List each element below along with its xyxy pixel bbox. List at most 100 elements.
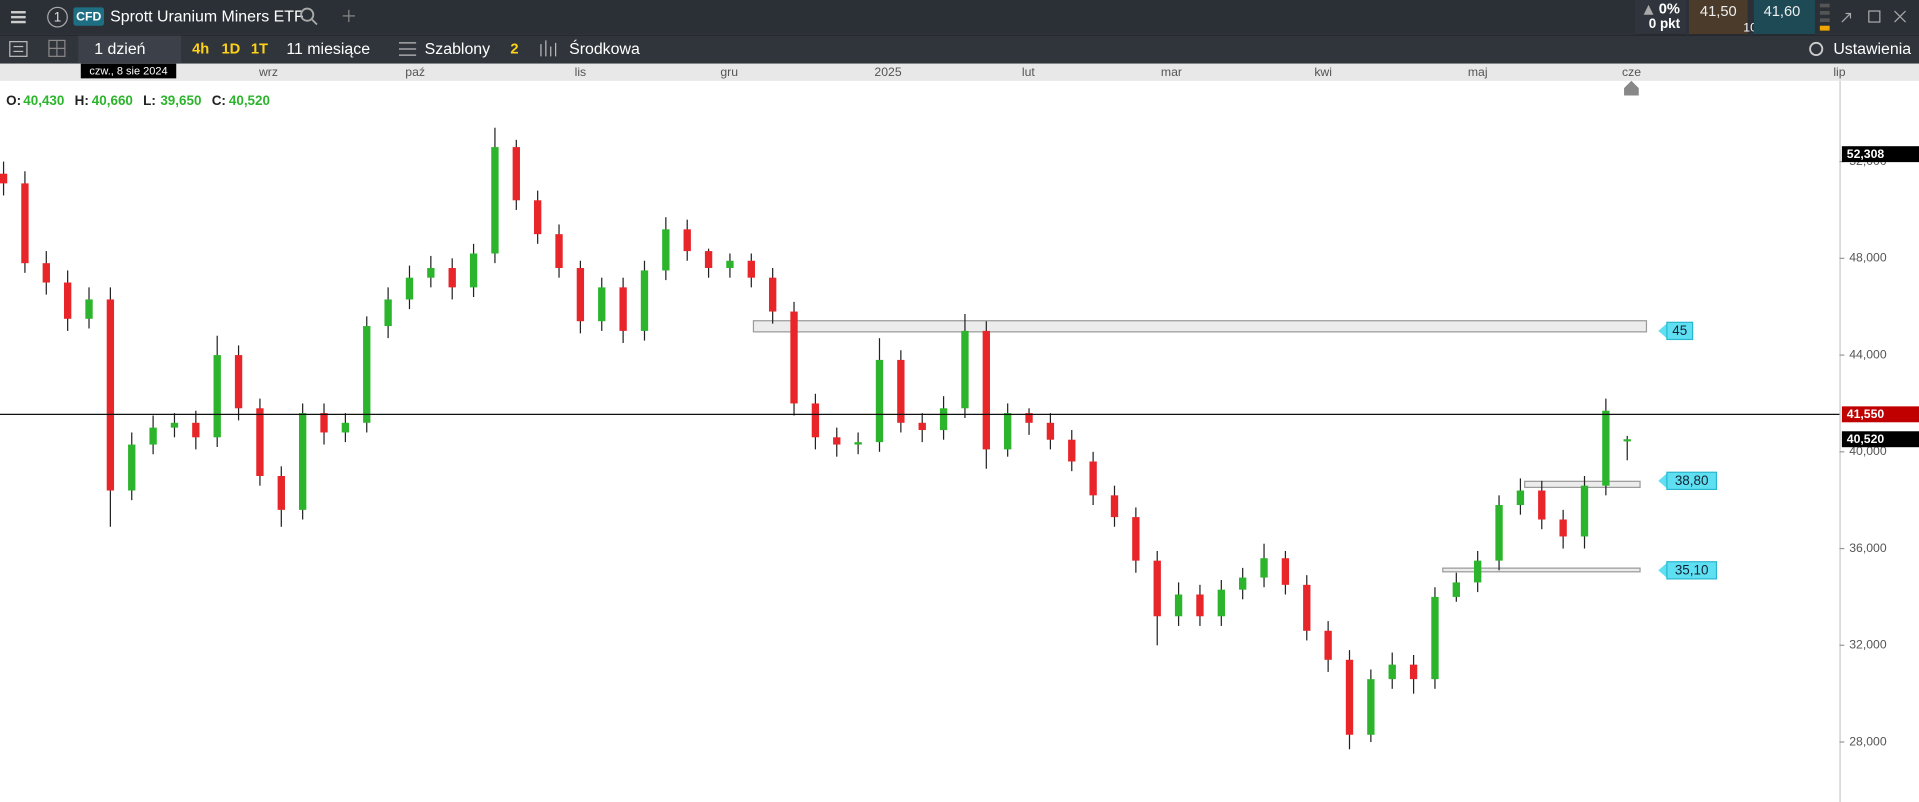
candle-body: [170, 422, 179, 428]
search-icon[interactable]: [300, 7, 318, 26]
candle-body: [21, 183, 29, 264]
quick-interval[interactable]: 4h: [192, 41, 209, 57]
candle-body: [854, 442, 862, 445]
range[interactable]: 11 miesiące: [286, 41, 370, 58]
price-zone: [1442, 567, 1641, 573]
ask-box[interactable]: [1753, 0, 1815, 35]
spread: 10: [1743, 20, 1757, 34]
candle-body: [726, 260, 734, 269]
candle-body: [1303, 584, 1311, 631]
candle-body: [1367, 679, 1375, 735]
candle-body: [833, 437, 841, 445]
alert-box: [1666, 471, 1718, 491]
price-zone: [752, 320, 1648, 333]
menu-button[interactable]: [11, 11, 26, 24]
candle-body: [961, 330, 969, 409]
x-tick-label: paź: [405, 65, 425, 79]
candle-body: [1196, 594, 1204, 617]
candle-body: [384, 299, 392, 327]
candle-body: [1089, 461, 1097, 496]
price-type[interactable]: Środkowa: [569, 39, 640, 58]
toolbar: [0, 34, 1919, 64]
y-tick-label: 48,000: [1849, 251, 1887, 265]
interval[interactable]: 1 dzień: [94, 41, 145, 58]
candle-body: [234, 355, 243, 409]
candle-body: [192, 422, 200, 438]
period-marker: [1624, 80, 1639, 96]
price-marker: [1841, 431, 1919, 448]
x-tick-label: gru: [720, 65, 738, 79]
menu-number: 1: [54, 9, 61, 24]
chart: wrz paź lis gru 2025 lut mar kwi maj cze lip czw., …: [0, 63, 1919, 750]
number-badge[interactable]: [47, 6, 68, 28]
candle-body: [469, 253, 478, 288]
price-marker-label: 40,520: [1847, 432, 1885, 446]
quick-interval[interactable]: 1T: [251, 41, 268, 57]
ohlc-label: C:: [212, 93, 226, 108]
alert-label: 38,80: [1675, 473, 1709, 488]
change-pct: 0%: [1659, 2, 1680, 18]
x-tick-label: maj: [1468, 65, 1488, 79]
candle-body: [811, 403, 820, 438]
candle-body: [405, 277, 414, 300]
template-count[interactable]: 2: [510, 41, 518, 57]
candle-body: [939, 408, 948, 431]
templates[interactable]: Szablony: [425, 41, 490, 58]
candle-body: [1281, 558, 1290, 585]
list-icon[interactable]: [9, 41, 28, 57]
candle-body: [1004, 413, 1012, 450]
candle-body: [662, 229, 670, 271]
candle-body: [1345, 659, 1354, 735]
ohlc-label: H:: [75, 93, 89, 108]
templates-icon[interactable]: [398, 42, 417, 56]
candle-body: [1260, 558, 1268, 578]
alert-box: [1666, 561, 1718, 580]
x-tick-label: kwi: [1314, 65, 1332, 79]
quick-interval[interactable]: 1D: [222, 41, 241, 57]
candle-body: [1431, 596, 1439, 680]
x-tick-label: lip: [1833, 65, 1845, 79]
candle-body: [1046, 422, 1055, 440]
candle-body: [85, 299, 93, 319]
interval-box[interactable]: [78, 35, 182, 64]
candle-body: [448, 268, 456, 288]
y-tick-label: 40,000: [1849, 444, 1887, 458]
ohlc-label: O:: [6, 93, 21, 108]
price-type-icon[interactable]: [540, 40, 557, 57]
add-tab[interactable]: [342, 9, 355, 23]
settings[interactable]: Ustawienia: [1833, 41, 1911, 58]
window-controls[interactable]: [1841, 10, 1906, 23]
candle-body: [256, 408, 264, 476]
instrument-name[interactable]: Sprott Uranium Miners ETF: [110, 8, 304, 25]
candle-body: [298, 413, 307, 510]
alert-arrow: [1658, 322, 1669, 340]
candle-body: [1239, 577, 1247, 590]
alert-label: 45: [1672, 323, 1687, 338]
price-marker: [1841, 146, 1919, 163]
candle-body: [106, 299, 115, 491]
price-marker: [1841, 406, 1919, 423]
change-pts: 0 pkt: [1649, 16, 1681, 31]
cfd-text: CFD: [76, 9, 101, 23]
ohlc-value: 40,660: [92, 93, 133, 108]
candle-body: [1132, 517, 1140, 561]
cfd-badge: [73, 7, 105, 26]
layout-icon[interactable]: [48, 39, 66, 57]
ohlc-value: 40,430: [23, 93, 64, 108]
time-axis: [0, 63, 1919, 81]
candle-body: [149, 427, 157, 445]
candle-body: [747, 260, 755, 278]
candle-body: [213, 355, 221, 438]
change-box: [1635, 0, 1687, 35]
candle-body: [1580, 485, 1589, 537]
x-tick-label: lis: [575, 65, 587, 79]
candle-body: [875, 359, 884, 443]
candle-body: [63, 282, 72, 319]
ohlc-value: 40,520: [229, 93, 270, 108]
bid-box[interactable]: [1688, 0, 1748, 35]
candle-body: [640, 270, 649, 331]
candle-body: [363, 326, 371, 423]
settings-icon[interactable]: [1809, 41, 1824, 57]
